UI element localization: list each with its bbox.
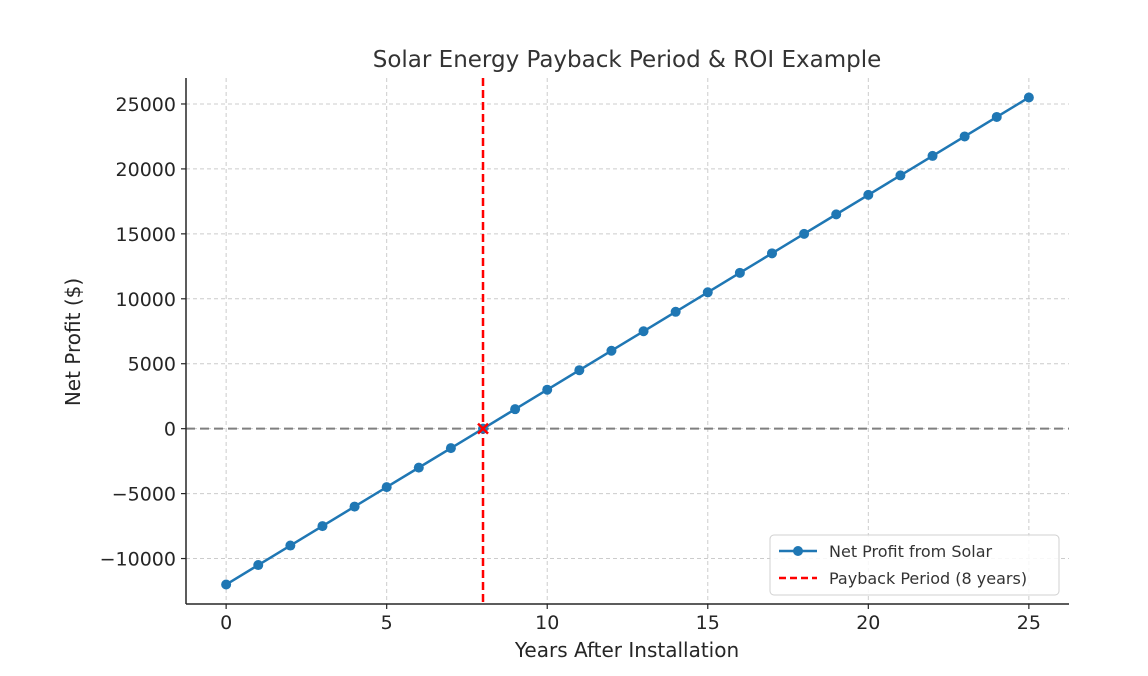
data-point bbox=[831, 209, 842, 220]
legend-series-label: Net Profit from Solar bbox=[829, 542, 993, 561]
series-layer bbox=[221, 92, 1034, 590]
data-point bbox=[991, 111, 1002, 122]
y-tick-label: 5000 bbox=[128, 354, 176, 376]
y-tick-label: −10000 bbox=[100, 549, 176, 571]
data-point bbox=[349, 501, 360, 512]
legend: Net Profit from Solar Payback Period (8 … bbox=[769, 534, 1060, 596]
legend-series-marker bbox=[793, 546, 803, 556]
data-point bbox=[510, 404, 521, 415]
data-point bbox=[381, 482, 392, 493]
reference-lines bbox=[186, 78, 1069, 604]
x-tick-label: 10 bbox=[535, 612, 559, 634]
data-point bbox=[670, 306, 681, 317]
data-point bbox=[413, 462, 424, 473]
data-point bbox=[574, 365, 585, 376]
axes-layer bbox=[185, 78, 1069, 605]
x-tick-label: 20 bbox=[856, 612, 880, 634]
data-point bbox=[799, 228, 810, 239]
data-point bbox=[959, 131, 970, 142]
y-tick-label: 25000 bbox=[116, 94, 176, 116]
data-point bbox=[734, 267, 745, 278]
y-axis-label: Net Profit ($) bbox=[61, 278, 85, 406]
y-tick-label: 10000 bbox=[116, 289, 176, 311]
x-axis-label: Years After Installation bbox=[514, 638, 739, 662]
data-point bbox=[221, 579, 232, 590]
series-line bbox=[225, 96, 1030, 586]
data-point bbox=[253, 560, 264, 571]
data-point bbox=[895, 170, 906, 181]
x-tick-label: 25 bbox=[1017, 612, 1041, 634]
data-point bbox=[285, 540, 296, 551]
data-point bbox=[702, 287, 713, 298]
x-tick-label: 15 bbox=[696, 612, 720, 634]
data-point bbox=[638, 326, 649, 337]
data-point bbox=[606, 345, 617, 356]
ticks-layer: 0 5 10 15 20 25 −10000 −5000 0 5000 10000 15000 2000… bbox=[100, 94, 1041, 634]
y-tick-label: 0 bbox=[164, 419, 176, 441]
legend-box bbox=[769, 534, 1060, 596]
chart-title: Solar Energy Payback Period & ROI Exampl… bbox=[373, 47, 882, 73]
y-tick-label: 15000 bbox=[116, 224, 176, 246]
data-point bbox=[542, 384, 553, 395]
x-tick-label: 0 bbox=[220, 612, 232, 634]
data-point bbox=[445, 443, 456, 454]
data-point bbox=[863, 189, 874, 200]
data-point bbox=[927, 150, 938, 161]
y-tick-label: 20000 bbox=[116, 159, 176, 181]
payback-marker bbox=[477, 422, 489, 435]
data-point bbox=[317, 521, 328, 532]
data-point bbox=[766, 248, 777, 259]
data-point bbox=[1023, 92, 1034, 103]
y-tick-label: −5000 bbox=[112, 484, 176, 506]
x-tick-label: 5 bbox=[381, 612, 393, 634]
legend-payback-label: Payback Period (8 years) bbox=[829, 569, 1027, 588]
